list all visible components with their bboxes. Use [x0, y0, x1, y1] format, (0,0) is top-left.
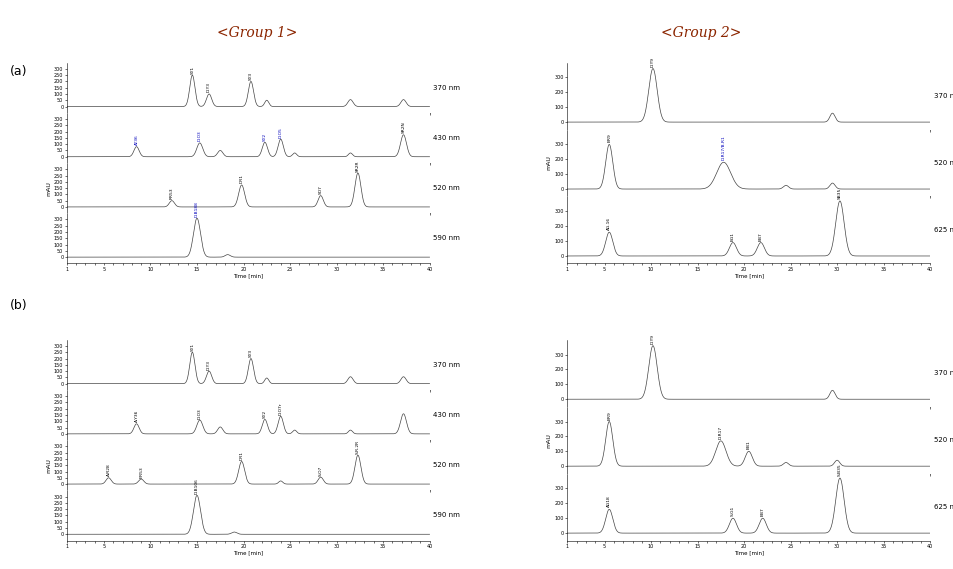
Text: 370 nm: 370 nm: [933, 93, 953, 99]
Text: SO7: SO7: [318, 185, 322, 194]
Text: D.Y9: D.Y9: [650, 56, 655, 67]
Text: SY2: SY2: [263, 410, 267, 418]
Text: BR9: BR9: [607, 134, 611, 142]
Text: SR2R: SR2R: [355, 160, 359, 171]
Text: SR2N: SR2N: [401, 122, 405, 133]
Text: RR53: RR53: [170, 188, 173, 199]
Text: D.Y3: D.Y3: [207, 83, 211, 93]
Text: SY2: SY2: [263, 133, 267, 141]
Text: 520 nm: 520 nm: [933, 160, 953, 166]
Text: 370 nm: 370 nm: [433, 362, 459, 368]
Text: SB35: SB35: [837, 188, 841, 199]
Text: 520 nm: 520 nm: [433, 462, 459, 468]
X-axis label: Time [min]: Time [min]: [733, 273, 763, 278]
Text: AG.16: AG.16: [607, 217, 611, 230]
Text: BB1: BB1: [746, 440, 750, 450]
Text: F.R53: F.R53: [139, 466, 143, 477]
Text: <Group 2>: <Group 2>: [660, 26, 740, 40]
Text: AG18: AG18: [607, 496, 611, 508]
Text: A.R28: A.R28: [107, 464, 111, 476]
Text: 520 nm: 520 nm: [933, 437, 953, 443]
Text: S.B35: S.B35: [837, 463, 841, 476]
Y-axis label: mAU: mAU: [546, 432, 551, 448]
Text: SY1: SY1: [191, 343, 194, 351]
Text: 590 nm: 590 nm: [433, 236, 459, 241]
Text: 430 nm: 430 nm: [433, 412, 459, 418]
Text: BR9: BR9: [607, 411, 611, 419]
Text: BG1: BG1: [730, 232, 734, 241]
Text: <Group 1>: <Group 1>: [217, 26, 297, 40]
Text: (b): (b): [10, 299, 27, 312]
X-axis label: Time [min]: Time [min]: [733, 550, 763, 555]
Text: 590 nm: 590 nm: [433, 513, 459, 518]
Text: D.O7r: D.O7r: [278, 402, 282, 415]
Text: D.Y3: D.Y3: [207, 360, 211, 370]
Text: BB7: BB7: [758, 232, 762, 241]
Text: 370 nm: 370 nm: [933, 370, 953, 376]
Text: D.O3: D.O3: [197, 408, 202, 419]
Text: D.R17/B.R1: D.R17/B.R1: [720, 135, 725, 160]
Text: 430 nm: 430 nm: [433, 135, 459, 141]
Text: S.O7: S.O7: [318, 465, 322, 476]
Text: S.R.2R: S.R.2R: [355, 440, 359, 453]
Text: D.B188: D.B188: [194, 201, 199, 217]
X-axis label: Time [min]: Time [min]: [233, 550, 263, 555]
Text: SY3: SY3: [249, 349, 253, 357]
Y-axis label: mAU: mAU: [46, 181, 51, 196]
Text: SY3: SY3: [249, 72, 253, 80]
Text: BB7: BB7: [760, 508, 764, 516]
Text: 625 nm: 625 nm: [933, 227, 953, 233]
Text: 520 nm: 520 nm: [433, 185, 459, 191]
Text: A.Y36: A.Y36: [134, 410, 138, 422]
Text: DR1: DR1: [239, 451, 243, 460]
Text: D.R17: D.R17: [719, 426, 722, 439]
Text: 370 nm: 370 nm: [433, 85, 459, 90]
Text: (a): (a): [10, 65, 27, 79]
Text: D.B106: D.B106: [194, 478, 199, 494]
Text: SY1: SY1: [191, 65, 194, 73]
Y-axis label: mAU: mAU: [546, 155, 551, 171]
Text: D.O5: D.O5: [278, 127, 282, 138]
Text: DR1: DR1: [239, 175, 243, 183]
Text: D.Y9: D.Y9: [650, 333, 655, 344]
Text: S.G1: S.G1: [730, 506, 734, 516]
Text: 625 nm: 625 nm: [933, 504, 953, 510]
Text: AY36: AY36: [134, 134, 138, 145]
Y-axis label: mAU: mAU: [46, 458, 51, 473]
Text: D.O3: D.O3: [197, 131, 202, 142]
X-axis label: Time [min]: Time [min]: [233, 273, 263, 278]
